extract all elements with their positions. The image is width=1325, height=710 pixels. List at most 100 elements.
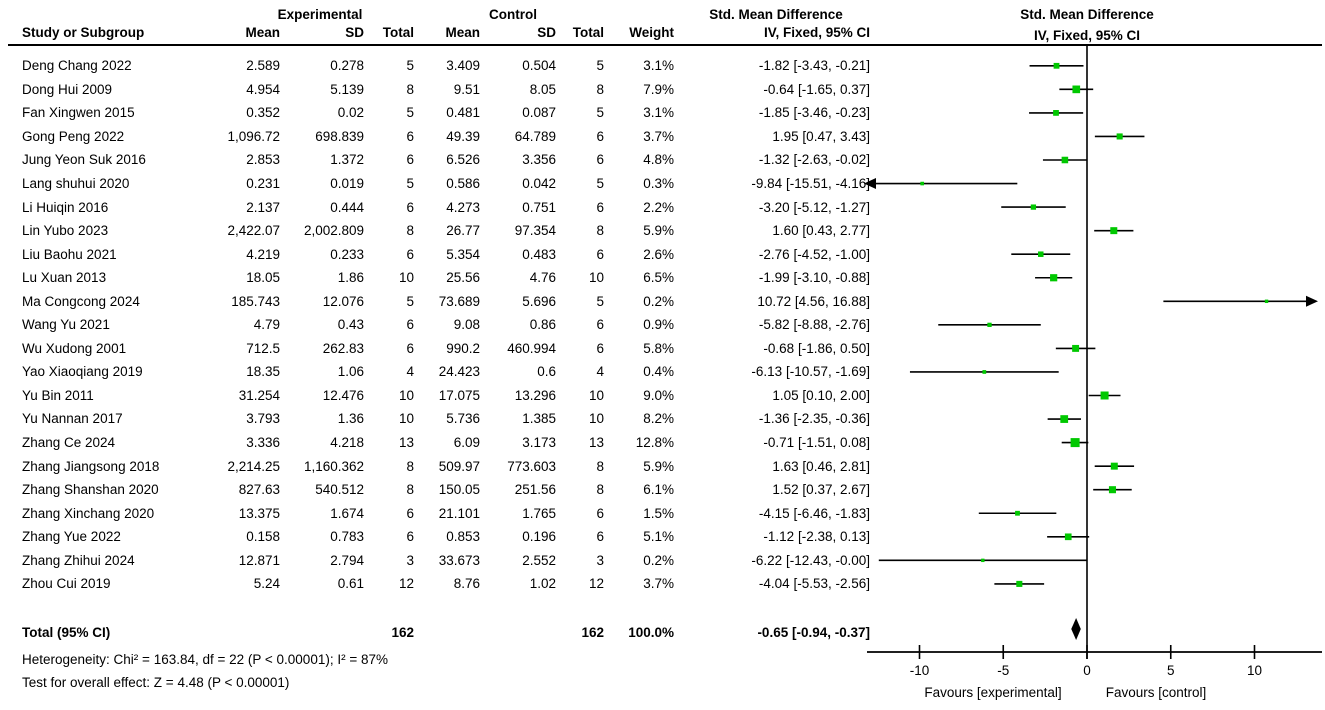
exp-sd: 540.512 bbox=[315, 482, 364, 498]
exp-mean: 2,214.25 bbox=[227, 458, 280, 474]
heterogeneity-note: Heterogeneity: Chi² = 163.84, df = 22 (P… bbox=[22, 652, 388, 667]
weight: 3.1% bbox=[643, 58, 674, 74]
exp-mean: 5.24 bbox=[253, 576, 280, 592]
exp-sd: 1.06 bbox=[337, 364, 364, 380]
exp-total: 4 bbox=[406, 364, 414, 380]
overall-effect-note: Test for overall effect: Z = 4.48 (P < 0… bbox=[22, 675, 290, 690]
exp-total: 12 bbox=[398, 576, 414, 592]
weight: 0.2% bbox=[643, 552, 674, 568]
weight: 3.7% bbox=[643, 576, 674, 592]
col-header: Study or Subgroup bbox=[22, 25, 145, 40]
exp-sd: 0.61 bbox=[337, 576, 364, 592]
ctl-mean: 0.853 bbox=[446, 529, 480, 545]
exp-total: 13 bbox=[398, 435, 414, 451]
exp-sd: 1.372 bbox=[330, 152, 364, 168]
ctl-sd: 13.296 bbox=[514, 387, 556, 403]
exp-total: 6 bbox=[406, 529, 414, 545]
exp-total: 6 bbox=[406, 340, 414, 356]
exp-mean: 3.336 bbox=[246, 435, 280, 451]
exp-sd: 1.86 bbox=[337, 270, 364, 286]
ctl-total: 5 bbox=[596, 105, 604, 121]
ctl-mean: 4.273 bbox=[446, 199, 480, 215]
weight: 5.1% bbox=[643, 529, 674, 545]
exp-total: 6 bbox=[406, 199, 414, 215]
study-name: Gong Peng 2022 bbox=[22, 128, 125, 144]
ctl-mean: 509.97 bbox=[438, 458, 480, 474]
exp-total: 6 bbox=[406, 317, 414, 333]
forest-plot-panel: -10 -5 0 5 10 bbox=[864, 45, 1322, 678]
point-estimate-marker bbox=[1100, 391, 1109, 400]
exp-mean: 4.954 bbox=[246, 81, 280, 97]
weight: 0.3% bbox=[643, 176, 674, 191]
ctl-sd: 1.385 bbox=[522, 411, 556, 427]
exp-sd: 0.02 bbox=[337, 105, 364, 121]
total-ci-text: -0.65 [-0.94, -0.37] bbox=[757, 624, 870, 640]
col-header: Mean bbox=[445, 25, 480, 40]
col-header: IV, Fixed, 95% CI bbox=[763, 25, 870, 40]
ctl-sd: 0.504 bbox=[522, 58, 556, 74]
exp-sd: 0.43 bbox=[337, 317, 364, 333]
ctl-mean: 33.673 bbox=[438, 552, 480, 568]
ci-text: -3.20 [-5.12, -1.27] bbox=[758, 199, 870, 215]
point-estimate-marker bbox=[1070, 438, 1080, 448]
axis-tick-label: 10 bbox=[1247, 663, 1262, 678]
ctl-sd: 1.765 bbox=[522, 505, 556, 521]
col-header: SD bbox=[345, 25, 364, 40]
column-header-row: Study or Subgroup Mean SD Total Mean SD Total W… bbox=[22, 22, 874, 44]
point-estimate-marker bbox=[1108, 486, 1116, 494]
total-label: Total (95% CI) bbox=[22, 624, 111, 640]
weight: 6.1% bbox=[643, 482, 674, 498]
exp-mean: 18.35 bbox=[246, 364, 280, 380]
ctl-total: 13 bbox=[588, 435, 604, 451]
point-estimate-marker bbox=[920, 181, 924, 186]
ci-text: -1.36 [-2.35, -0.36] bbox=[758, 411, 870, 427]
ctl-sd: 0.86 bbox=[529, 317, 556, 333]
exp-sd: 12.076 bbox=[322, 293, 364, 309]
ctl-sd: 8.05 bbox=[529, 81, 556, 97]
ci-text: 1.95 [0.47, 3.43] bbox=[772, 128, 870, 144]
exp-total: 8 bbox=[406, 458, 414, 474]
ctl-mean: 6.09 bbox=[453, 435, 480, 451]
exp-total: 6 bbox=[406, 128, 414, 144]
axis-tick-label: 0 bbox=[1083, 663, 1091, 678]
exp-sd: 0.783 bbox=[330, 529, 364, 545]
ctl-total: 10 bbox=[588, 270, 604, 286]
exp-mean: 13.375 bbox=[238, 505, 280, 521]
study-name: Yao Xiaoqiang 2019 bbox=[22, 364, 143, 380]
weight: 7.9% bbox=[643, 81, 674, 97]
point-estimate-marker bbox=[1110, 227, 1118, 235]
exp-total: 8 bbox=[406, 482, 414, 498]
study-name: Lin Yubo 2023 bbox=[22, 223, 109, 239]
study-name: Liu Baohu 2021 bbox=[22, 246, 117, 262]
ci-text: -1.32 [-2.63, -0.02] bbox=[758, 152, 870, 168]
ci-text: -1.99 [-3.10, -0.88] bbox=[758, 270, 870, 286]
col-header: Total bbox=[572, 25, 604, 40]
ci-text: -1.12 [-2.38, 0.13] bbox=[763, 529, 870, 545]
exp-mean: 2,422.07 bbox=[227, 223, 280, 239]
ci-text: -0.64 [-1.65, 0.37] bbox=[763, 81, 870, 97]
group-header-experimental: Experimental bbox=[277, 7, 363, 22]
ctl-total: 5 bbox=[596, 176, 604, 191]
ctl-total: 8 bbox=[596, 458, 604, 474]
study-name: Zhang Xinchang 2020 bbox=[22, 505, 155, 521]
exp-mean: 2.589 bbox=[246, 58, 280, 74]
axis-tick-label: -10 bbox=[910, 663, 930, 678]
exp-mean: 18.05 bbox=[246, 270, 280, 286]
ctl-sd: 64.789 bbox=[514, 128, 556, 144]
study-name: Wang Yu 2021 bbox=[22, 317, 110, 333]
col-header: Total bbox=[382, 25, 414, 40]
weight: 0.4% bbox=[643, 364, 674, 380]
exp-mean: 0.158 bbox=[246, 529, 280, 545]
exp-sd: 698.839 bbox=[315, 128, 364, 144]
ctl-mean: 6.526 bbox=[446, 152, 480, 168]
axis-tick-label: 5 bbox=[1167, 663, 1175, 678]
total-ctl-n: 162 bbox=[581, 624, 604, 640]
ctl-mean: 25.56 bbox=[446, 270, 480, 286]
ctl-sd: 3.173 bbox=[522, 435, 556, 451]
ctl-total: 6 bbox=[596, 529, 604, 545]
study-name: Li Huiqin 2016 bbox=[22, 199, 109, 215]
point-estimate-marker bbox=[987, 322, 992, 328]
weight: 2.6% bbox=[643, 246, 674, 262]
weight: 12.8% bbox=[635, 435, 674, 451]
study-name: Zhang Yue 2022 bbox=[22, 529, 121, 545]
